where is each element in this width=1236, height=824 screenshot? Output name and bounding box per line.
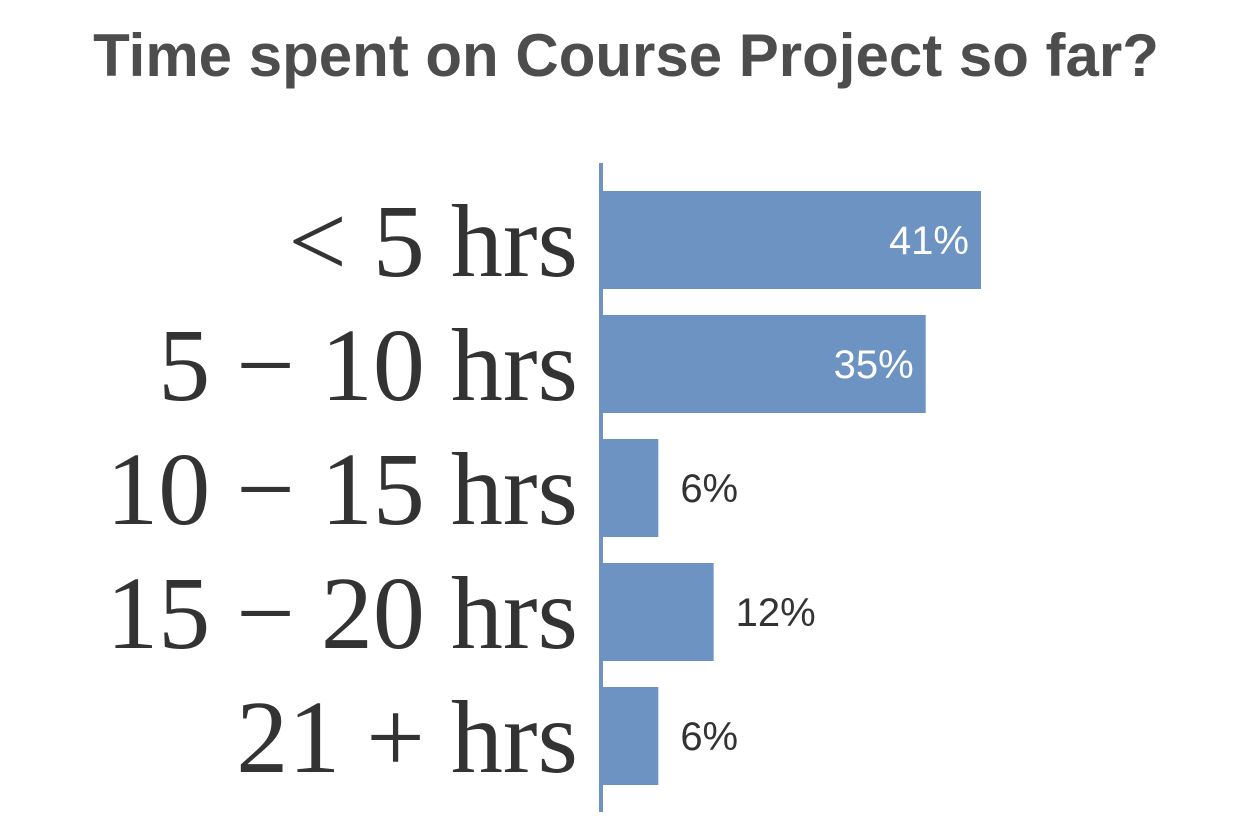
value-label: 6% bbox=[680, 467, 738, 511]
chart-title: Time spent on Course Project so far? bbox=[93, 22, 1159, 89]
bars-group: < 5 hrs 41% 5 − 10 hrs 35% 10 − 15 hrs 6% 15 −… bbox=[106, 184, 981, 795]
category-label: 5 − 10 hrs bbox=[158, 308, 578, 423]
category-label: 21 + hrs bbox=[236, 680, 578, 795]
bar bbox=[603, 439, 659, 537]
category-label: 15 − 20 hrs bbox=[106, 556, 578, 671]
value-label: 12% bbox=[736, 591, 816, 635]
value-label: 6% bbox=[680, 715, 738, 759]
bar bbox=[603, 315, 926, 413]
bar bbox=[603, 687, 659, 785]
category-label: 10 − 15 hrs bbox=[106, 432, 578, 547]
category-label: < 5 hrs bbox=[288, 184, 578, 299]
value-label: 35% bbox=[834, 343, 914, 387]
value-label: 41% bbox=[889, 219, 969, 263]
bar bbox=[603, 191, 981, 289]
bar bbox=[603, 563, 714, 661]
